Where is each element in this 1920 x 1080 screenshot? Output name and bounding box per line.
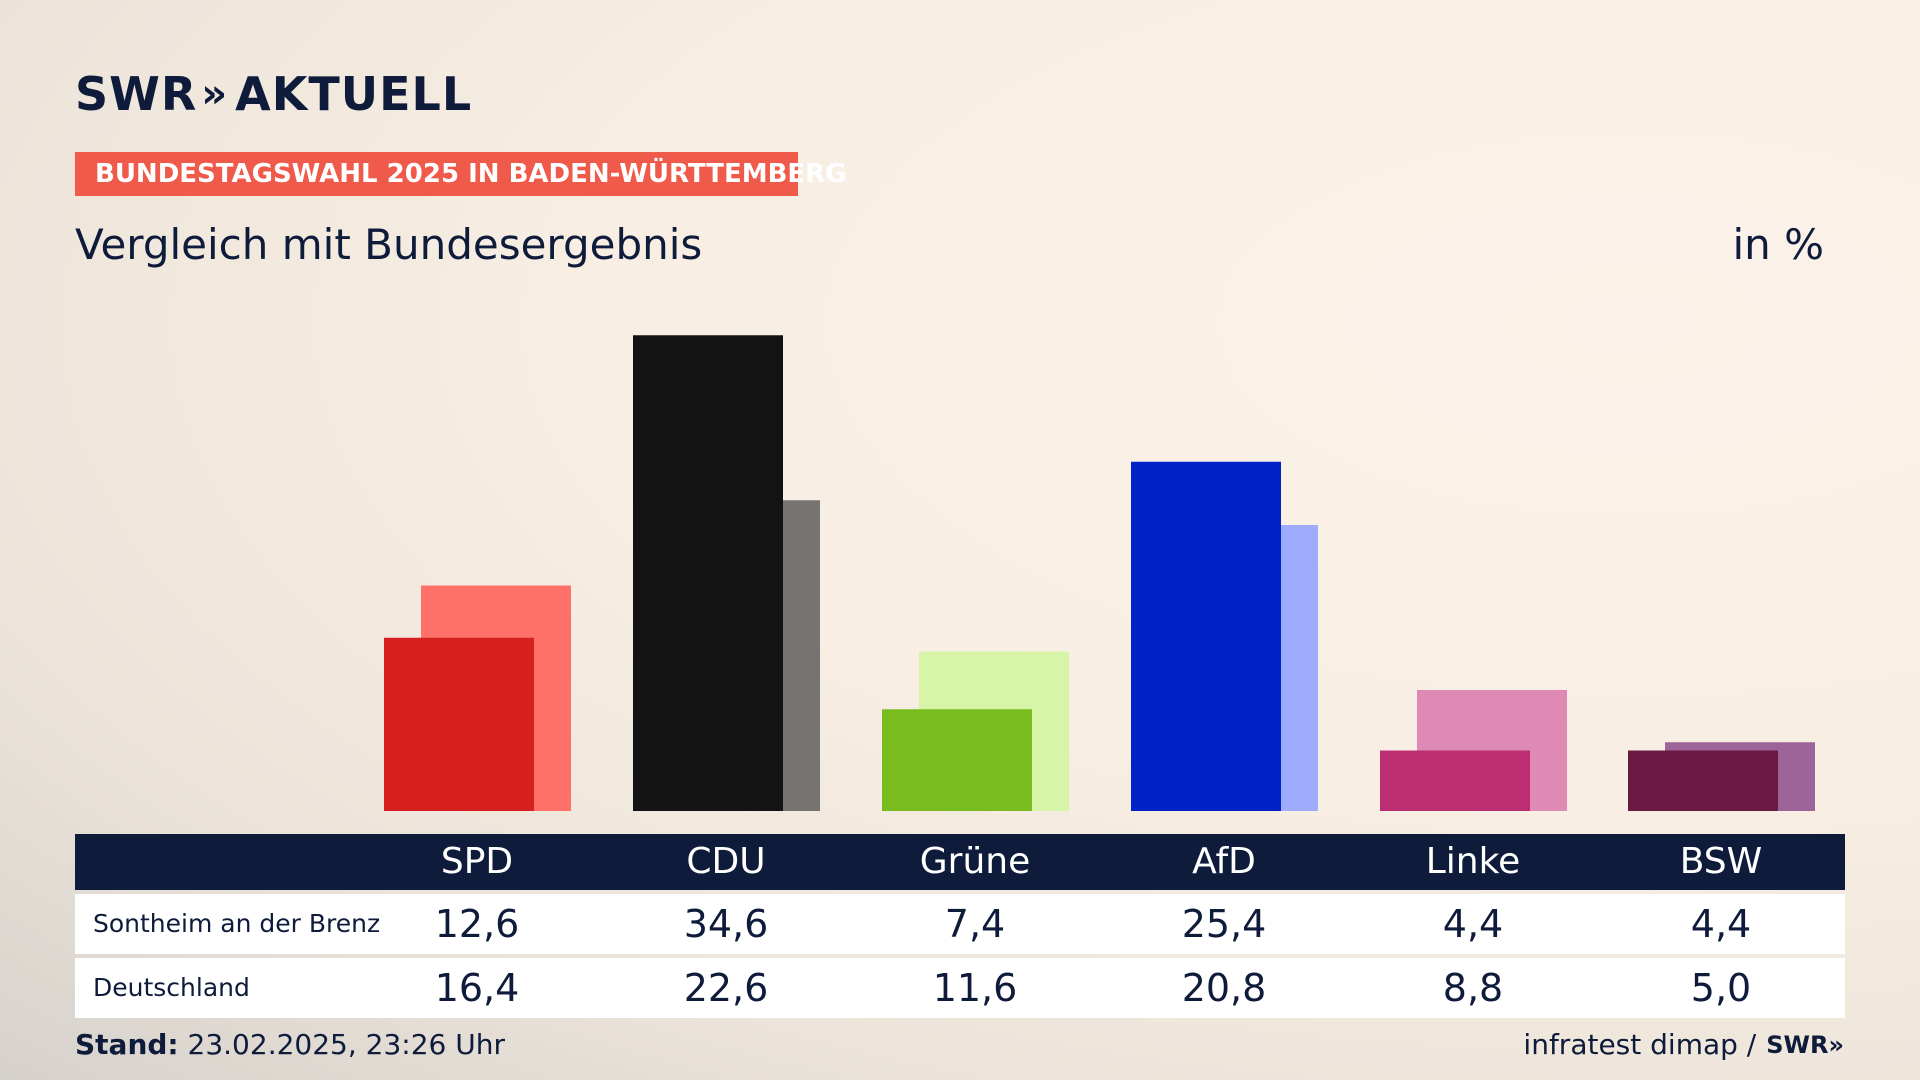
logo-swr-text: SWR — [75, 67, 198, 121]
table-cell: 8,8 — [1442, 966, 1504, 1010]
swr-aktuell-logo: SWR » AKTUELL — [75, 64, 472, 124]
table-cell: 22,6 — [683, 966, 769, 1010]
results-table: SPD CDU Grüne AfD Linke BSW Sontheim an … — [75, 834, 1845, 1018]
bar-chart — [384, 335, 1815, 811]
source-credit: infratest dimap / SWR» — [1523, 1028, 1844, 1061]
bar-sontheim-spd — [384, 637, 534, 811]
table-cell: 11,6 — [932, 966, 1018, 1010]
table-cell: 34,6 — [683, 902, 769, 946]
unit-label: in % — [1732, 220, 1824, 269]
source-text: infratest dimap / — [1523, 1028, 1757, 1061]
table-cell: 20,8 — [1181, 966, 1267, 1010]
timestamp: Stand: 23.02.2025, 23:26 Uhr — [75, 1028, 505, 1061]
bar-sontheim-bsw — [1628, 750, 1778, 811]
bar-sontheim-afd — [1131, 461, 1281, 811]
swr-mini-logo: SWR» — [1766, 1030, 1844, 1059]
table-cell: 16,4 — [434, 966, 520, 1010]
bar-sontheim-grüne — [882, 709, 1032, 811]
bar-sontheim-cdu — [633, 335, 783, 811]
row-label: Sontheim an der Brenz — [93, 909, 381, 938]
logo-product-text: AKTUELL — [235, 67, 473, 121]
stand-label: Stand: — [75, 1028, 179, 1061]
header-party: Linke — [1425, 841, 1521, 882]
table-cell: 4,4 — [1442, 902, 1504, 946]
stand-value: 23.02.2025, 23:26 Uhr — [187, 1028, 505, 1061]
header-party: SPD — [440, 841, 514, 882]
table-row: Deutschland 16,4 22,6 11,6 20,8 8,8 5,0 — [75, 958, 1845, 1018]
table-header: SPD CDU Grüne AfD Linke BSW — [75, 834, 1845, 890]
election-banner: BUNDESTAGSWAHL 2025 IN BADEN-WÜRTTEMBERG — [75, 152, 847, 196]
header-party: BSW — [1679, 841, 1763, 882]
table-row: Sontheim an der Brenz 12,6 34,6 7,4 25,4… — [75, 894, 1845, 954]
table-cell: 5,0 — [1690, 966, 1752, 1010]
table-cell: 25,4 — [1181, 902, 1267, 946]
table-cell: 12,6 — [434, 902, 520, 946]
header-party: Grüne — [919, 841, 1031, 882]
chart-subtitle: Vergleich mit Bundesergebnis — [75, 220, 703, 269]
header-party: CDU — [686, 841, 766, 882]
table-cell: 7,4 — [944, 902, 1006, 946]
header-party: AfD — [1192, 841, 1256, 882]
table-cell: 4,4 — [1690, 902, 1752, 946]
bar-sontheim-linke — [1380, 750, 1530, 811]
row-label: Deutschland — [93, 973, 250, 1002]
